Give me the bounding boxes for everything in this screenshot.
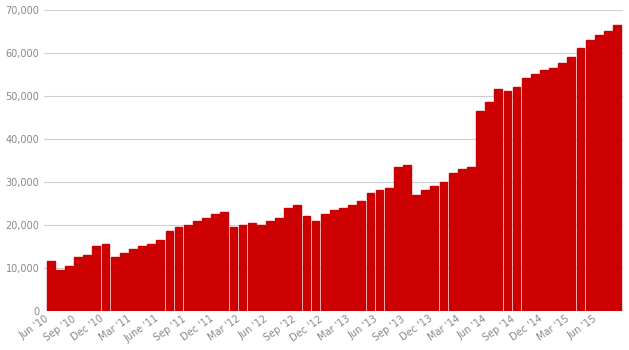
Bar (238, 225, 247, 311)
Bar (357, 201, 365, 311)
Bar (440, 182, 447, 311)
Bar (448, 173, 457, 311)
Bar (430, 186, 438, 311)
Bar (211, 214, 219, 311)
Bar (257, 225, 265, 311)
Bar (586, 40, 594, 311)
Bar (248, 223, 255, 311)
Bar (376, 190, 384, 311)
Bar (138, 246, 146, 311)
Bar (193, 220, 201, 311)
Bar (367, 193, 374, 311)
Bar (74, 257, 82, 311)
Bar (476, 111, 484, 311)
Bar (303, 216, 310, 311)
Bar (321, 214, 328, 311)
Bar (56, 270, 64, 311)
Bar (403, 164, 411, 311)
Bar (102, 244, 109, 311)
Bar (284, 208, 292, 311)
Bar (531, 74, 538, 311)
Bar (412, 195, 420, 311)
Bar (604, 31, 612, 311)
Bar (458, 169, 465, 311)
Bar (567, 57, 576, 311)
Bar (486, 102, 493, 311)
Bar (467, 167, 475, 311)
Bar (92, 246, 100, 311)
Bar (595, 35, 603, 311)
Bar (47, 261, 55, 311)
Bar (84, 255, 91, 311)
Bar (522, 78, 530, 311)
Bar (65, 266, 73, 311)
Bar (312, 220, 320, 311)
Bar (184, 225, 192, 311)
Bar (385, 188, 392, 311)
Bar (266, 220, 274, 311)
Bar (504, 91, 511, 311)
Bar (339, 208, 347, 311)
Bar (330, 210, 338, 311)
Bar (559, 63, 566, 311)
Bar (120, 253, 128, 311)
Bar (577, 48, 584, 311)
Bar (613, 25, 621, 311)
Bar (540, 70, 548, 311)
Bar (111, 257, 118, 311)
Bar (513, 87, 520, 311)
Bar (230, 227, 237, 311)
Bar (494, 89, 502, 311)
Bar (394, 167, 402, 311)
Bar (175, 227, 182, 311)
Bar (129, 248, 136, 311)
Bar (348, 205, 356, 311)
Bar (421, 190, 429, 311)
Bar (275, 218, 283, 311)
Bar (220, 212, 228, 311)
Bar (147, 244, 155, 311)
Bar (202, 218, 210, 311)
Bar (549, 68, 557, 311)
Bar (294, 205, 301, 311)
Bar (157, 240, 164, 311)
Bar (165, 231, 174, 311)
